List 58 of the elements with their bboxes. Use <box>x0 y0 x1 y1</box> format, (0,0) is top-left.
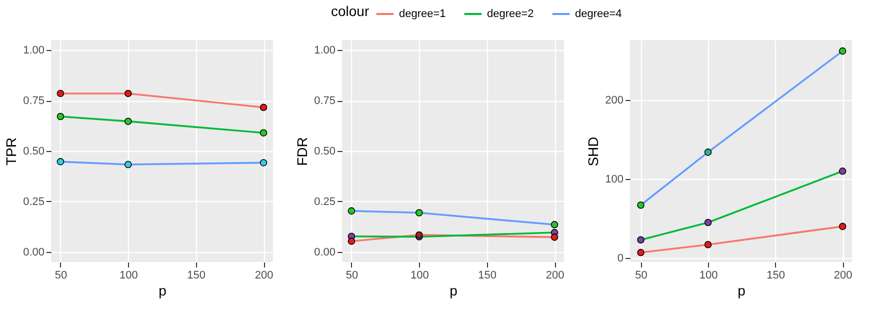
y-tick-label: 0.00 <box>314 246 336 258</box>
y-tick-label: 100 <box>605 174 624 186</box>
x-tick-label: 100 <box>410 270 429 282</box>
x-tick-label: 100 <box>119 270 138 282</box>
x-tick-label: 200 <box>546 270 564 282</box>
point <box>124 118 132 125</box>
y-tick-label: 0.50 <box>23 146 44 158</box>
y-tick-label: 1.00 <box>23 44 44 57</box>
x-tick-label: 200 <box>254 270 274 282</box>
y-axis-title: SHD <box>585 136 602 166</box>
point <box>637 236 644 244</box>
y-tick-label: 0.25 <box>314 196 336 208</box>
point <box>260 129 268 136</box>
point <box>838 168 846 175</box>
y-axis-title: FDR <box>294 137 310 166</box>
point <box>416 209 423 216</box>
x-axis-title: p <box>738 282 746 298</box>
point <box>637 201 644 209</box>
point <box>260 159 268 166</box>
y-tick-label: 0.75 <box>314 95 336 108</box>
x-tick-label: 200 <box>834 270 852 282</box>
y-tick-label: 1.00 <box>314 44 336 57</box>
y-tick-label: 0.50 <box>314 146 336 158</box>
point <box>348 238 356 245</box>
legend-label: degree=2 <box>487 8 534 20</box>
point <box>56 158 64 166</box>
point <box>637 248 644 256</box>
x-tick-label: 150 <box>478 270 497 282</box>
point <box>260 104 268 112</box>
y-tick-label: 0 <box>617 252 624 265</box>
x-tick-label: 50 <box>54 270 68 282</box>
y-axis-title: TPR <box>3 138 20 166</box>
x-tick-label: 100 <box>699 270 718 282</box>
point <box>124 90 132 98</box>
x-tick-label: 150 <box>766 270 785 282</box>
point <box>704 240 712 248</box>
legend-title: colour <box>331 3 370 19</box>
point <box>550 234 558 241</box>
y-tick-label: 200 <box>605 94 624 107</box>
point <box>838 222 846 230</box>
point <box>704 148 712 156</box>
point <box>124 160 132 168</box>
y-tick-label: 0.00 <box>23 246 44 258</box>
legend-label: degree=1 <box>399 8 446 20</box>
x-tick-label: 150 <box>187 270 206 282</box>
legend-label: degree=4 <box>575 8 622 20</box>
point <box>56 90 64 98</box>
x-tick-label: 50 <box>635 270 648 282</box>
point <box>838 47 846 55</box>
x-axis-title: p <box>158 282 167 298</box>
y-tick-label: 0.25 <box>23 196 44 208</box>
point <box>550 221 558 228</box>
point <box>348 207 356 215</box>
point <box>704 218 712 226</box>
x-axis-title: p <box>450 282 458 298</box>
point <box>56 112 64 120</box>
y-tick-label: 0.75 <box>23 95 44 108</box>
x-tick-label: 50 <box>346 270 358 282</box>
